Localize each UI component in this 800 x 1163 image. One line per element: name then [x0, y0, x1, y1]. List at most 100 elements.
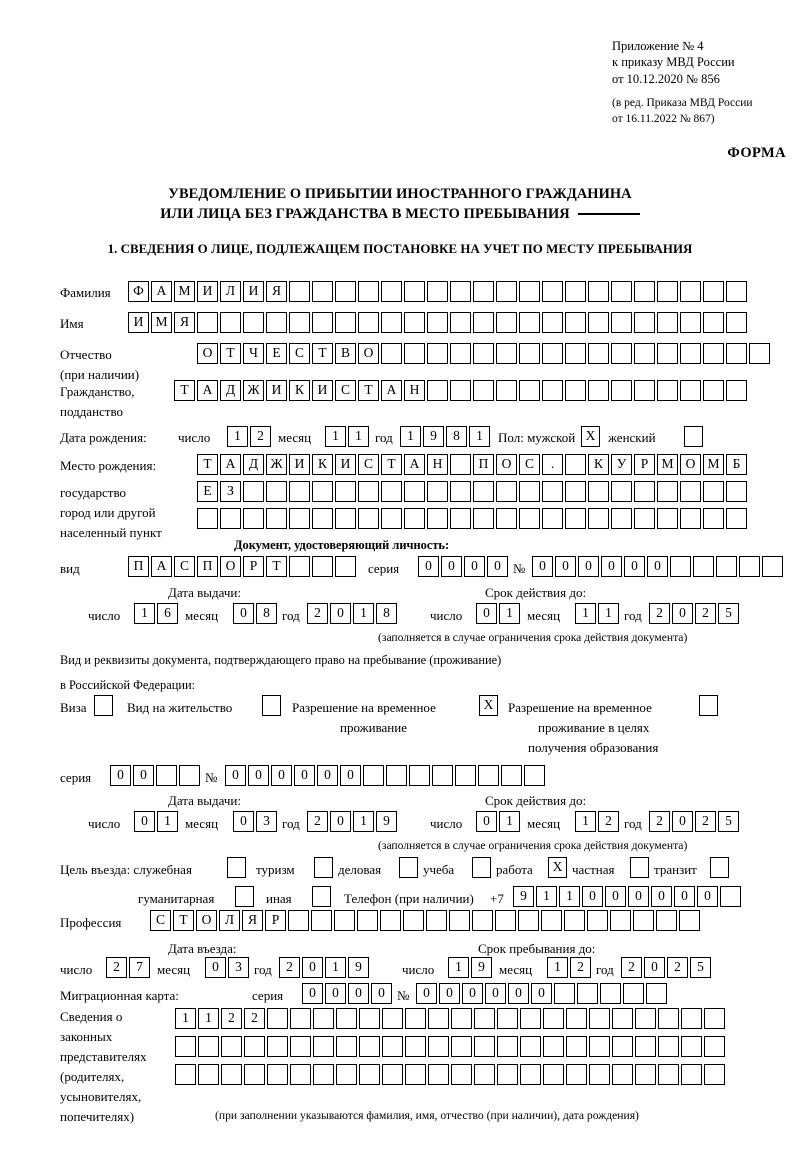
- char-cell[interactable]: 0: [647, 556, 668, 577]
- char-cell[interactable]: [313, 1064, 334, 1085]
- char-cell[interactable]: [600, 983, 621, 1004]
- char-cell[interactable]: [634, 380, 655, 401]
- purpose-other-checkbox[interactable]: [312, 886, 331, 907]
- char-cell[interactable]: [288, 910, 309, 931]
- char-cell[interactable]: 0: [462, 983, 483, 1004]
- char-cell[interactable]: [404, 312, 425, 333]
- char-cell[interactable]: [564, 910, 585, 931]
- char-cell[interactable]: К: [312, 454, 333, 475]
- char-cell[interactable]: Т: [173, 910, 194, 931]
- char-cell[interactable]: [704, 1036, 725, 1057]
- char-cell[interactable]: [612, 1036, 633, 1057]
- char-cell[interactable]: 1: [499, 603, 520, 624]
- char-cell[interactable]: [703, 312, 724, 333]
- char-cell[interactable]: 2: [570, 957, 591, 978]
- char-cell[interactable]: 2: [307, 811, 328, 832]
- char-cell[interactable]: [451, 1036, 472, 1057]
- char-cell[interactable]: [382, 1036, 403, 1057]
- char-cell[interactable]: [197, 312, 218, 333]
- char-cell[interactable]: 2: [649, 603, 670, 624]
- char-cell[interactable]: [726, 380, 747, 401]
- char-cell[interactable]: [589, 1008, 610, 1029]
- char-cell[interactable]: [243, 508, 264, 529]
- char-cell[interactable]: А: [197, 380, 218, 401]
- char-cell[interactable]: [679, 910, 700, 931]
- char-cell[interactable]: [404, 481, 425, 502]
- char-cell[interactable]: [427, 508, 448, 529]
- char-cell[interactable]: З: [220, 481, 241, 502]
- char-cell[interactable]: [693, 556, 714, 577]
- char-cell[interactable]: [703, 508, 724, 529]
- char-cell[interactable]: [428, 1036, 449, 1057]
- char-cell[interactable]: [359, 1064, 380, 1085]
- char-cell[interactable]: [634, 281, 655, 302]
- char-cell[interactable]: [519, 343, 540, 364]
- char-cell[interactable]: [266, 481, 287, 502]
- char-cell[interactable]: [720, 886, 741, 907]
- temp-residence-edu-checkbox[interactable]: [699, 695, 718, 716]
- char-cell[interactable]: [313, 1036, 334, 1057]
- char-cell[interactable]: П: [128, 556, 149, 577]
- char-cell[interactable]: [336, 1008, 357, 1029]
- char-cell[interactable]: [427, 312, 448, 333]
- char-cell[interactable]: А: [404, 454, 425, 475]
- char-cell[interactable]: [554, 983, 575, 1004]
- char-cell[interactable]: 2: [621, 957, 642, 978]
- char-cell[interactable]: [335, 508, 356, 529]
- char-cell[interactable]: [451, 1064, 472, 1085]
- char-cell[interactable]: [646, 983, 667, 1004]
- char-cell[interactable]: [289, 312, 310, 333]
- char-cell[interactable]: 0: [134, 811, 155, 832]
- temp-residence-checkbox[interactable]: X: [479, 695, 498, 716]
- char-cell[interactable]: Я: [174, 312, 195, 333]
- char-cell[interactable]: 0: [330, 603, 351, 624]
- char-cell[interactable]: 9: [376, 811, 397, 832]
- char-cell[interactable]: 1: [547, 957, 568, 978]
- char-cell[interactable]: 0: [644, 957, 665, 978]
- char-cell[interactable]: 1: [469, 426, 490, 447]
- char-cell[interactable]: Т: [174, 380, 195, 401]
- char-cell[interactable]: [156, 765, 177, 786]
- char-cell[interactable]: 0: [531, 983, 552, 1004]
- char-cell[interactable]: [267, 1008, 288, 1029]
- char-cell[interactable]: 5: [718, 811, 739, 832]
- char-cell[interactable]: [449, 910, 470, 931]
- char-cell[interactable]: [175, 1064, 196, 1085]
- char-cell[interactable]: [197, 508, 218, 529]
- char-cell[interactable]: 0: [487, 556, 508, 577]
- char-cell[interactable]: [633, 910, 654, 931]
- char-cell[interactable]: Ж: [243, 380, 264, 401]
- char-cell[interactable]: [612, 1008, 633, 1029]
- char-cell[interactable]: 0: [508, 983, 529, 1004]
- char-cell[interactable]: [657, 281, 678, 302]
- purpose-business-checkbox[interactable]: [399, 857, 418, 878]
- char-cell[interactable]: [658, 1036, 679, 1057]
- char-cell[interactable]: [635, 1036, 656, 1057]
- char-cell[interactable]: 0: [464, 556, 485, 577]
- char-cell[interactable]: [762, 556, 783, 577]
- char-cell[interactable]: [290, 1008, 311, 1029]
- char-cell[interactable]: 1: [157, 811, 178, 832]
- char-cell[interactable]: 0: [672, 603, 693, 624]
- char-cell[interactable]: [565, 343, 586, 364]
- char-cell[interactable]: Т: [197, 454, 218, 475]
- char-cell[interactable]: 0: [532, 556, 553, 577]
- char-cell[interactable]: [749, 343, 770, 364]
- char-cell[interactable]: [289, 281, 310, 302]
- char-cell[interactable]: С: [289, 343, 310, 364]
- char-cell[interactable]: [611, 481, 632, 502]
- char-cell[interactable]: [381, 481, 402, 502]
